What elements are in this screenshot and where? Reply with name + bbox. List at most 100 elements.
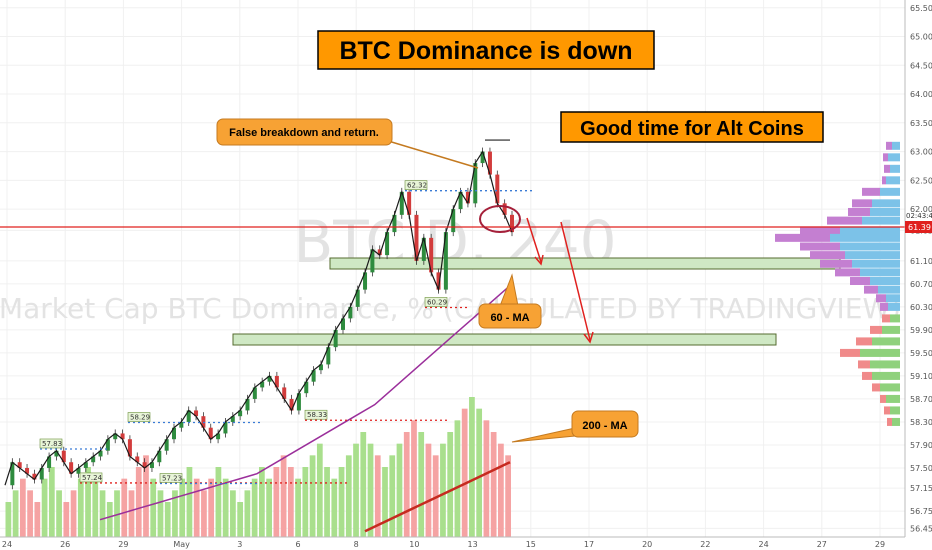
volume-bar [230,490,236,537]
countdown-tag: 02:43:4 [906,212,932,220]
ma200-line [364,461,511,533]
profile-bar-down [872,383,880,392]
y-tick-label: 57.50 [910,464,932,473]
x-tick-label: 6 [295,540,300,549]
y-tick-label: 58.30 [910,418,932,427]
x-tick-label: 3 [237,540,242,549]
y-tick-label: 62.00 [910,205,932,214]
profile-bar-up [892,417,900,426]
profile-bar-down [800,242,840,251]
candle-body [91,456,96,463]
volume-bar [19,478,26,537]
volume-bar [121,478,128,537]
profile-bar-up [886,294,900,303]
profile-bar-down [886,141,892,150]
profile-bar-up [862,216,900,225]
arrow-long-head [583,331,594,344]
profile-bar-up [870,277,900,286]
level-label: 60.29 [424,297,448,307]
level-label: 57.23 [159,473,183,483]
y-tick-label: 58.70 [910,395,932,404]
candle-body [414,214,419,261]
volume-bar [56,490,62,537]
profile-bar-up [872,337,900,346]
volume-bar [440,443,446,537]
candle-body [377,249,382,256]
candle-body [260,381,265,388]
x-tick-label: 26 [60,540,70,549]
volume-bar [48,467,55,537]
volume-bar [396,443,403,537]
candle-body [429,237,434,273]
volume-bar [63,502,70,537]
x-tick-label: 24 [2,540,12,549]
profile-bar-down [882,314,890,323]
volume-bar [237,502,244,537]
x-tick-label: 15 [526,540,536,549]
volume-bar [150,478,157,537]
volume-bar [70,490,77,537]
arrow-short-head [534,254,544,266]
y-tick-label: 59.90 [910,326,932,335]
profile-bar-up [830,233,900,242]
x-tick-label: 10 [409,540,419,549]
candle-body [120,433,125,440]
y-tick-label: 63.50 [910,119,932,128]
x-tick-label: 24 [759,540,769,549]
candle-body [186,410,191,422]
volume-bar [389,455,396,537]
subheadline-annotation: Good time for Alt Coins [560,111,824,143]
candle-body [76,467,81,474]
volume-bar [324,467,330,537]
y-tick-label: 65.00 [910,33,932,42]
profile-bar-up [888,153,900,162]
y-tick-label: 56.75 [910,507,932,516]
profile-bar-down [800,226,840,235]
candle-body [341,318,345,330]
y-tick-label: 63.00 [910,148,932,157]
y-axis: 56.45 56.75 57.15 57.50 57.90 58.30 58.70 59.10… [904,0,932,537]
candle-body [69,462,74,474]
x-tick-label: 17 [584,540,594,549]
level-labels: 62.32 60.29 58.33 58.29 57.83 57.24 57.23 [39,180,448,483]
down-arrows [526,217,594,344]
volume-bar [483,420,490,537]
y-tick-label: 64.50 [910,61,932,70]
profile-bar-down [820,259,852,268]
volume-bar [345,455,352,537]
volume-bar [114,490,120,537]
volume-bar [186,467,193,537]
candle-body [47,456,52,468]
profile-bar-down [884,164,890,173]
profile-bar-up [890,314,900,323]
profile-bar-down [882,176,886,185]
current-price-tag: 61.39 [905,221,932,233]
candle-body [98,450,103,457]
volume-bar [353,443,359,537]
x-tick-label: 20 [642,540,652,549]
y-tick-label: 57.15 [910,484,932,493]
y-tick-label: 59.50 [910,349,932,358]
candle-body [25,467,30,474]
subheadline-text: Good time for Alt Coins [580,118,804,140]
volume-bar [77,478,84,537]
level-value: 58.29 [130,414,150,422]
profile-bar-up [852,259,900,268]
x-tick-label: May [173,540,190,549]
volume-bar [208,478,215,537]
level-label: 58.33 [304,409,328,420]
volume-bar [266,478,272,537]
profile-bar-up [880,187,900,196]
profile-bar-up [840,242,900,251]
candle-body [451,209,456,233]
volume-bar [432,455,439,537]
level-value: 60.29 [427,298,447,306]
candle-body [348,306,353,319]
volume-bar [490,432,497,537]
profile-bar-up [890,406,900,415]
candle-body [105,439,110,451]
level-label: 62.32 [404,180,428,190]
profile-bar-down [862,371,872,380]
candle-body [421,237,426,261]
candle-body [282,387,287,399]
